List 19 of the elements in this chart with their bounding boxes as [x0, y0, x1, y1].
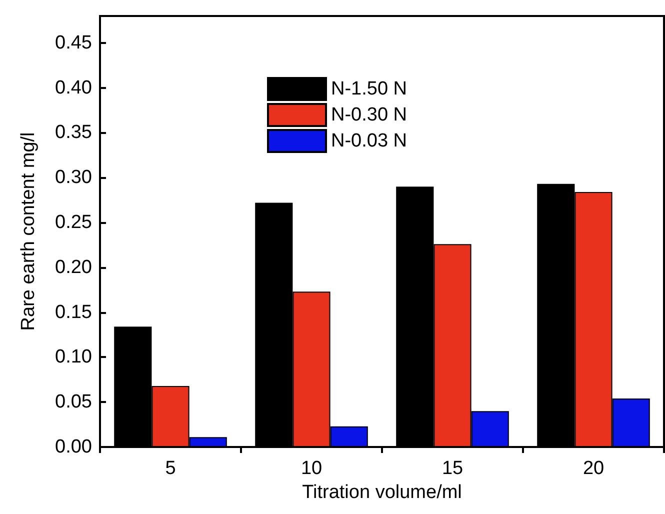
x-tick-label: 10 — [300, 458, 322, 479]
x-tick-label: 20 — [582, 458, 604, 479]
y-tick-label: 0.35 — [55, 122, 92, 144]
y-tick-label: 0.25 — [55, 212, 92, 234]
y-tick-label: 0.10 — [55, 346, 92, 368]
y-tick-label: 0.05 — [55, 392, 92, 413]
y-tick-label: 0.00 — [55, 436, 92, 458]
x-axis-title: Titration volume/ml — [302, 482, 462, 503]
y-axis-title: Rare earth content mg/l — [18, 132, 39, 331]
y-tick-label: 0.30 — [55, 167, 92, 188]
x-tick-label: 5 — [165, 458, 176, 479]
y-tick-label: 0.15 — [55, 302, 92, 323]
legend-label: N-1.50 N — [331, 78, 408, 100]
y-tick-label: 0.20 — [55, 256, 92, 278]
y-tick-label: 0.45 — [55, 32, 92, 54]
y-tick-label: 0.40 — [55, 77, 92, 98]
legend-label: N-0.30 N — [331, 104, 408, 126]
x-tick-label: 15 — [442, 458, 464, 479]
legend-label: N-0.03 N — [331, 130, 408, 152]
